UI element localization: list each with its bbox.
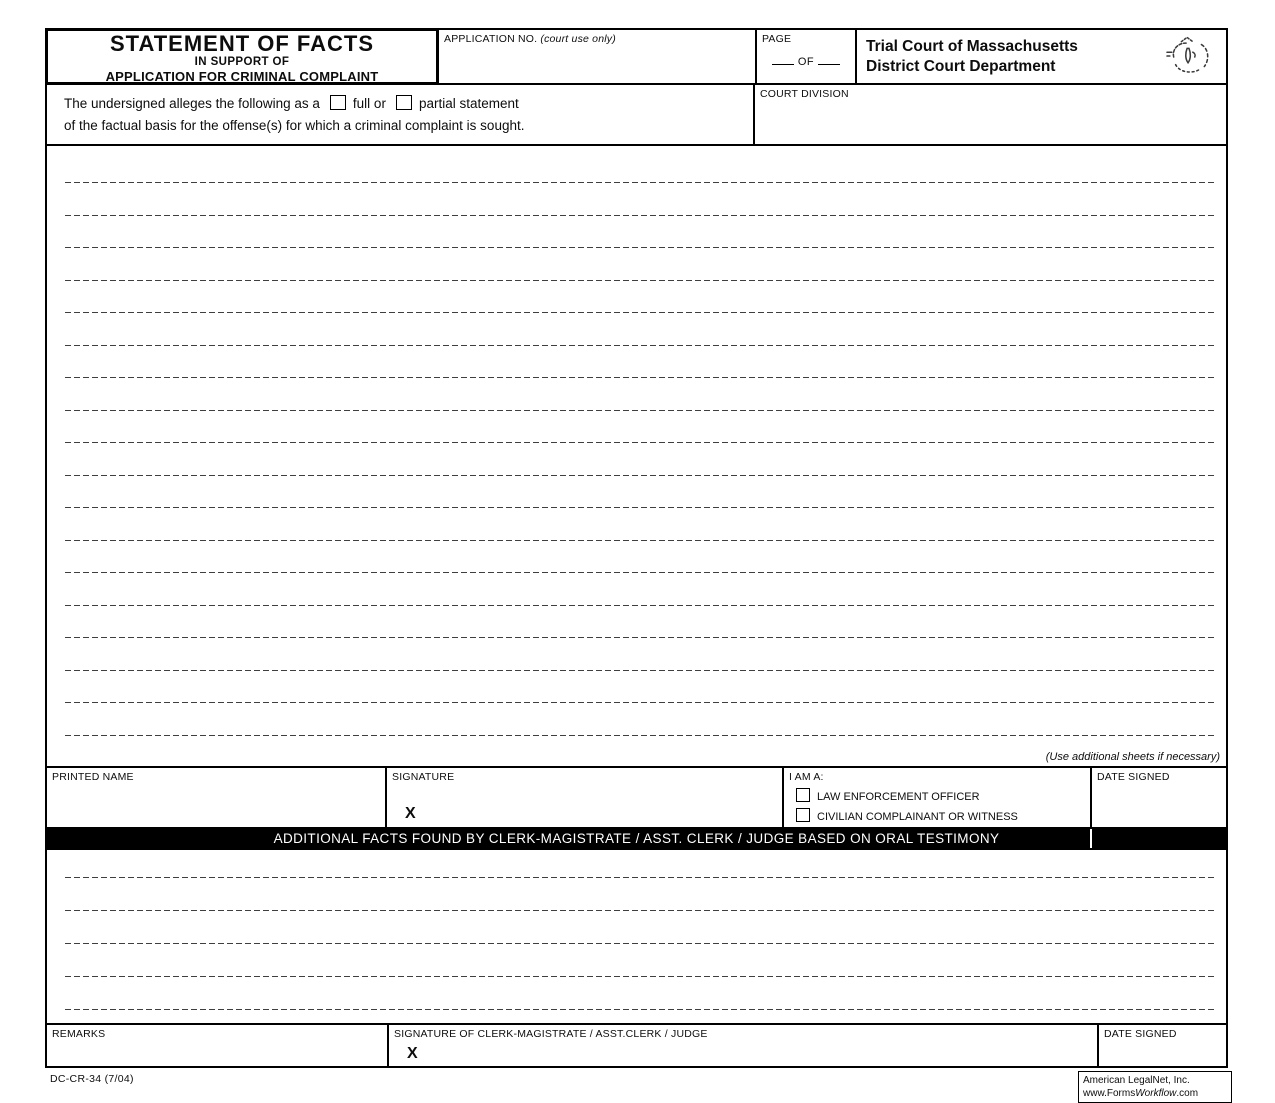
court-use-only-note: (court use only) [540,33,616,45]
printed-name-label: PRINTED NAME [52,771,134,783]
page-field[interactable]: PAGE OF [755,28,857,85]
ruled-line [65,182,1214,183]
additional-facts-box [45,848,1228,1025]
page-total-blank[interactable] [818,52,841,65]
form-number: DC-CR-34 (7/04) [50,1073,134,1085]
remarks-label: REMARKS [52,1028,106,1040]
law-enforcement-checkbox[interactable] [796,788,810,802]
form-title-box: STATEMENT OF FACTS IN SUPPORT OF APPLICA… [45,28,439,85]
signature-label: SIGNATURE [392,771,455,783]
allegation-text: The undersigned alleges the following as… [47,85,753,136]
full-statement-checkbox[interactable] [329,95,346,110]
facts-writing-area[interactable] [47,146,1226,766]
clerk-signature-field[interactable]: SIGNATURE OF CLERK-MAGISTRATE / ASST.CLE… [387,1023,1099,1068]
form-subtitle-1: IN SUPPORT OF [194,56,290,69]
ruled-line [65,976,1214,977]
ruled-line [65,474,1214,476]
application-no-field[interactable]: APPLICATION NO. (court use only) [437,28,757,85]
court-name-line1: Trial Court of Massachusetts [866,38,1078,55]
remarks-field[interactable]: REMARKS [45,1023,389,1068]
signature-field[interactable]: SIGNATURE X [385,766,784,829]
court-header-box: Trial Court of Massachusetts District Co… [855,28,1228,85]
clerk-signature-x-mark: X [407,1045,418,1062]
partial-checkbox-label: partial statement [418,96,519,111]
ruled-line [65,377,1214,378]
clerk-date-signed-field[interactable]: DATE SIGNED [1097,1023,1228,1068]
ruled-line [65,572,1214,573]
ruled-line [65,344,1214,346]
date-signed-field[interactable]: DATE SIGNED [1090,766,1228,829]
full-checkbox-label: full or [352,96,386,111]
partial-statement-checkbox[interactable] [395,95,412,110]
law-enforcement-label: LAW ENFORCEMENT OFFICER [817,791,980,803]
form-subtitle-2: APPLICATION FOR CRIMINAL COMPLAINT [105,69,379,85]
allegation-text-part1: The undersigned alleges the following as… [64,96,320,111]
court-division-label: COURT DIVISION [760,88,849,100]
ruled-line [65,279,1214,281]
vendor-name: American LegalNet, Inc. [1083,1075,1190,1086]
printed-name-field[interactable]: PRINTED NAME [45,766,387,829]
additional-facts-bar-text: ADDITIONAL FACTS FOUND BY CLERK-MAGISTRA… [273,831,1000,846]
role-option-law-enforcement[interactable]: LAW ENFORCEMENT OFFICER [796,788,1090,803]
civilian-checkbox[interactable] [796,808,810,822]
page-number-blank[interactable] [771,52,794,65]
clerk-signature-label: SIGNATURE OF CLERK-MAGISTRATE / ASST.CLE… [394,1028,708,1040]
facts-writing-box: (Use additional sheets if necessary) [45,144,1228,768]
ruled-line [65,507,1214,508]
ruled-line [65,409,1214,411]
civilian-label: CIVILIAN COMPLAINANT OR WITNESS [817,811,1018,823]
signature-x-mark: X [405,805,416,822]
bar-column-divider [1090,829,1092,848]
ruled-line [65,943,1214,944]
court-division-field[interactable]: COURT DIVISION [753,83,1228,146]
additional-facts-writing-area[interactable] [47,850,1226,1023]
role-selection-box: I AM A: LAW ENFORCEMENT OFFICER CIVILIAN… [782,766,1092,829]
ruled-line [65,442,1214,443]
ruled-line [65,910,1214,911]
role-option-civilian[interactable]: CIVILIAN COMPLAINANT OR WITNESS [796,808,1090,823]
allegation-text-part2: of the factual basis for the offense(s) … [64,117,525,133]
date-signed-label: DATE SIGNED [1097,771,1170,783]
ruled-line [65,1009,1214,1010]
vendor-box: American LegalNet, Inc. www.FormsWorkflo… [1078,1071,1232,1103]
ruled-line [65,539,1214,541]
clerk-date-signed-label: DATE SIGNED [1104,1028,1177,1040]
page-of-blanks: OF [757,52,855,68]
ruled-line [65,734,1214,736]
allegation-statement-box: The undersigned alleges the following as… [45,83,755,146]
massachusetts-seal-icon [1160,35,1218,84]
ruled-line [65,669,1214,671]
vendor-url: www.FormsWorkflow.com [1083,1088,1199,1099]
ruled-line [65,637,1214,638]
ruled-line [65,604,1214,606]
form-title: STATEMENT OF FACTS [109,31,375,56]
ruled-line [65,214,1214,216]
page-label: PAGE [762,33,792,45]
court-name: Trial Court of Massachusetts District Co… [857,30,1226,77]
i-am-a-label: I AM A: [789,771,824,783]
page-of-label: OF [797,56,815,68]
statement-of-facts-form: STATEMENT OF FACTS IN SUPPORT OF APPLICA… [45,28,1228,1070]
ruled-line [65,247,1214,248]
court-name-line2: District Court Department [866,58,1056,76]
ruled-line [65,312,1214,313]
ruled-line [65,702,1214,703]
ruled-line [65,877,1214,878]
application-no-label: APPLICATION NO. (court use only) [444,33,616,45]
additional-facts-bar: ADDITIONAL FACTS FOUND BY CLERK-MAGISTRA… [45,827,1228,850]
additional-sheets-note: (Use additional sheets if necessary) [1045,751,1220,763]
